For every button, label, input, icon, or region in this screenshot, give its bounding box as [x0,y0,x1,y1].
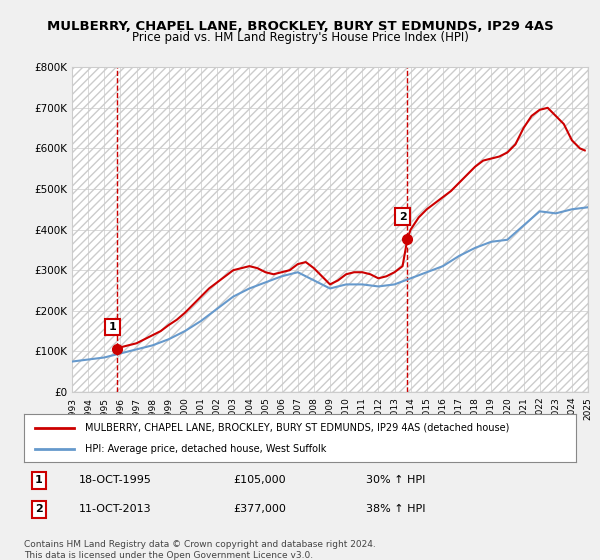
Text: 11-OCT-2013: 11-OCT-2013 [79,505,152,515]
Text: 1: 1 [109,322,116,332]
Text: 38% ↑ HPI: 38% ↑ HPI [366,505,426,515]
Text: £377,000: £377,000 [234,505,287,515]
Text: 2: 2 [35,505,43,515]
Text: £105,000: £105,000 [234,475,286,486]
Text: MULBERRY, CHAPEL LANE, BROCKLEY, BURY ST EDMUNDS, IP29 4AS (detached house): MULBERRY, CHAPEL LANE, BROCKLEY, BURY ST… [85,423,509,433]
Text: MULBERRY, CHAPEL LANE, BROCKLEY, BURY ST EDMUNDS, IP29 4AS: MULBERRY, CHAPEL LANE, BROCKLEY, BURY ST… [47,20,553,32]
Text: Price paid vs. HM Land Registry's House Price Index (HPI): Price paid vs. HM Land Registry's House … [131,31,469,44]
Text: 2: 2 [398,212,406,222]
Text: 1: 1 [35,475,43,486]
Text: 30% ↑ HPI: 30% ↑ HPI [366,475,425,486]
Text: Contains HM Land Registry data © Crown copyright and database right 2024.
This d: Contains HM Land Registry data © Crown c… [24,540,376,560]
Text: 18-OCT-1995: 18-OCT-1995 [79,475,152,486]
Text: HPI: Average price, detached house, West Suffolk: HPI: Average price, detached house, West… [85,444,326,454]
